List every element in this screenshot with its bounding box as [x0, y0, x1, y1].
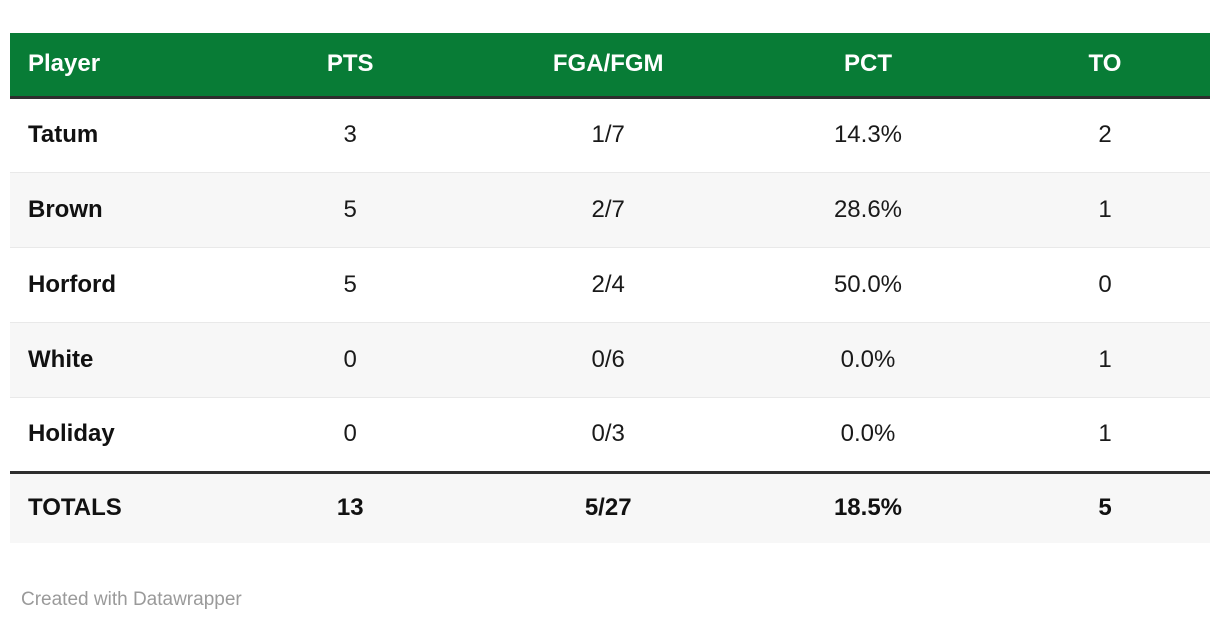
stat-cell: 50.0% — [735, 246, 1000, 322]
table-row: Tatum 3 1/7 14.3% 2 — [10, 97, 1210, 172]
totals-stat-cell: 13 — [220, 470, 481, 543]
player-name-cell: Horford — [10, 246, 220, 322]
stat-cell: 2/4 — [480, 246, 736, 322]
stat-cell: 2 — [1098, 121, 1112, 148]
stat-cell: 3 — [343, 121, 357, 148]
player-name-cell: Holiday — [10, 396, 220, 472]
column-header-player: Player — [10, 33, 220, 99]
stat-cell: 0 — [220, 321, 481, 397]
stat-cell: 1 — [999, 321, 1210, 397]
column-header-pct: PCT — [735, 33, 1000, 99]
table-row: Brown 5 2/7 28.6% 1 — [10, 171, 1210, 247]
totals-stat-cell: 5/27 — [480, 470, 736, 543]
player-name-cell: Brown — [10, 171, 220, 247]
stat-cell: 1 — [999, 171, 1210, 247]
stat-cell: 14.3% — [833, 121, 903, 148]
datawrapper-attribution-link[interactable]: Created with Datawrapper — [21, 589, 242, 610]
table-container: Player PTS FGA/FGM PCT TO Tatum 3 1/7 14.3% 2 Bro… — [10, 33, 1210, 543]
table-totals: TOTALS 13 5/27 18.5% 5 — [10, 470, 1210, 543]
totals-stat-cell: 18.5% — [735, 470, 1000, 543]
stat-cell: 0.0% — [735, 396, 1000, 472]
table-row: White 0 0/6 0.0% 1 — [10, 321, 1210, 397]
stat-cell: 2/7 — [480, 171, 736, 247]
stat-cell: 28.6% — [735, 171, 1000, 247]
totals-stat-cell: 5 — [999, 470, 1210, 543]
stat-cell: 1 — [999, 396, 1210, 472]
player-name-cell: White — [10, 321, 220, 397]
stat-cell: 1/7 — [591, 121, 625, 148]
stat-cell: 0/6 — [480, 321, 736, 397]
totals-label-cell: TOTALS — [10, 470, 220, 543]
totals-row: TOTALS 13 5/27 18.5% 5 — [10, 470, 1210, 543]
stat-cell: 5 — [220, 246, 481, 322]
stats-table: Player PTS FGA/FGM PCT TO Tatum 3 1/7 14.3% 2 Bro… — [10, 33, 1210, 543]
stat-cell: 0/3 — [480, 396, 736, 472]
table-body: Tatum 3 1/7 14.3% 2 Brown 5 2/7 28.6% 1 Horford 5 2/… — [10, 97, 1210, 472]
player-name-cell: Tatum — [28, 121, 99, 148]
stat-cell: 0 — [999, 246, 1210, 322]
stat-cell: 5 — [220, 171, 481, 247]
table-header: Player PTS FGA/FGM PCT TO — [10, 33, 1210, 99]
table-row: Horford 5 2/4 50.0% 0 — [10, 246, 1210, 322]
table-row: Holiday 0 0/3 0.0% 1 — [10, 396, 1210, 472]
stat-cell: 0 — [220, 396, 481, 472]
header-row: Player PTS FGA/FGM PCT TO — [10, 33, 1210, 99]
column-header-pts: PTS — [220, 33, 481, 99]
column-header-to: TO — [999, 33, 1210, 99]
column-header-fga-fgm: FGA/FGM — [480, 33, 736, 99]
stat-cell: 0.0% — [735, 321, 1000, 397]
